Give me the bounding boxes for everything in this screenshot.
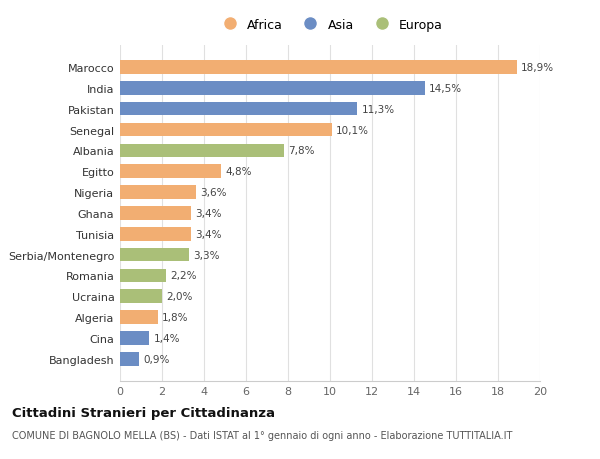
Text: 1,8%: 1,8%: [162, 313, 188, 322]
Bar: [120, 311, 158, 324]
Text: Cittadini Stranieri per Cittadinanza: Cittadini Stranieri per Cittadinanza: [12, 406, 275, 419]
Text: 3,4%: 3,4%: [196, 208, 222, 218]
Bar: [120, 123, 332, 137]
Bar: [120, 103, 358, 116]
Bar: [120, 186, 196, 199]
Bar: [120, 269, 166, 283]
Bar: [120, 61, 517, 75]
Text: COMUNE DI BAGNOLO MELLA (BS) - Dati ISTAT al 1° gennaio di ogni anno - Elaborazi: COMUNE DI BAGNOLO MELLA (BS) - Dati ISTA…: [12, 431, 512, 441]
Text: 3,3%: 3,3%: [193, 250, 220, 260]
Bar: [120, 228, 191, 241]
Text: 18,9%: 18,9%: [521, 63, 554, 73]
Bar: [120, 144, 284, 158]
Bar: [120, 82, 425, 95]
Text: 2,0%: 2,0%: [166, 291, 193, 302]
Bar: [120, 165, 221, 179]
Legend: Africa, Asia, Europa: Africa, Asia, Europa: [212, 14, 448, 37]
Text: 1,4%: 1,4%: [154, 333, 180, 343]
Text: 2,2%: 2,2%: [170, 271, 197, 281]
Text: 3,6%: 3,6%: [200, 188, 226, 198]
Bar: [120, 248, 190, 262]
Text: 11,3%: 11,3%: [361, 105, 395, 114]
Bar: [120, 207, 191, 220]
Text: 10,1%: 10,1%: [336, 125, 369, 135]
Bar: [120, 331, 149, 345]
Bar: [120, 352, 139, 366]
Text: 4,8%: 4,8%: [225, 167, 251, 177]
Text: 3,4%: 3,4%: [196, 229, 222, 239]
Bar: [120, 290, 162, 303]
Text: 14,5%: 14,5%: [428, 84, 462, 94]
Text: 7,8%: 7,8%: [288, 146, 314, 156]
Text: 0,9%: 0,9%: [143, 354, 169, 364]
